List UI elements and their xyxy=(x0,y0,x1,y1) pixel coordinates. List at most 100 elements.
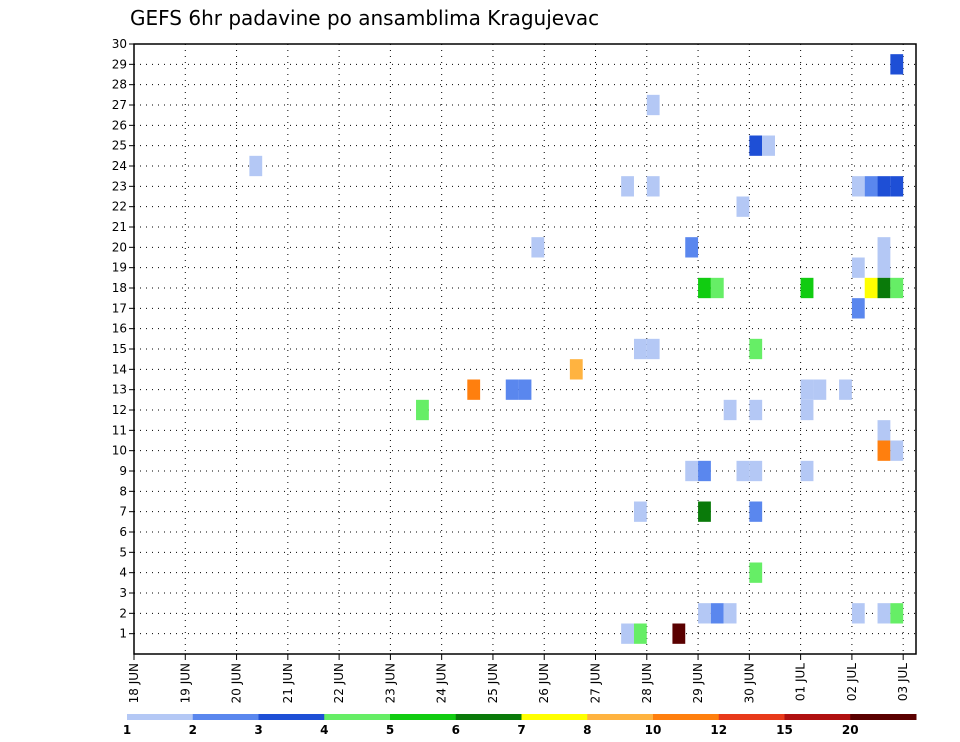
colorbar-swatch xyxy=(653,714,720,720)
colorbar-swatch xyxy=(521,714,588,720)
precip-cell xyxy=(505,379,519,400)
colorbar-swatch xyxy=(718,714,785,720)
y-tick-label: 11 xyxy=(112,423,127,437)
y-tick-label: 14 xyxy=(112,362,127,376)
colorbar-swatch xyxy=(192,714,259,720)
precip-cell xyxy=(749,399,763,421)
precip-cell xyxy=(723,603,737,624)
precip-cell xyxy=(749,460,763,482)
precip-cell xyxy=(416,399,429,421)
precip-cell xyxy=(646,94,660,116)
colorbar-label: 2 xyxy=(189,723,197,737)
precip-cell xyxy=(710,277,724,299)
precip-cell xyxy=(864,176,878,197)
precip-cell xyxy=(762,135,775,156)
precip-cell xyxy=(839,379,852,400)
y-tick-label: 30 xyxy=(112,37,127,51)
precip-cell xyxy=(518,379,532,400)
precip-cell xyxy=(685,460,699,482)
y-tick-label: 26 xyxy=(112,118,127,132)
x-tick-label: 01 JUL xyxy=(794,663,808,701)
y-tick-label: 4 xyxy=(119,566,127,580)
y-tick-label: 5 xyxy=(119,545,127,559)
precip-cell xyxy=(749,562,763,583)
x-tick-label: 26 JUN xyxy=(537,663,551,703)
precip-cell xyxy=(851,176,865,197)
precip-cell xyxy=(467,379,481,400)
precip-cell xyxy=(877,257,891,278)
x-tick-label: 25 JUN xyxy=(486,663,500,703)
precip-cells xyxy=(249,54,904,644)
precip-cell xyxy=(890,603,904,624)
colorbar-label: 20 xyxy=(842,723,859,737)
precip-cell xyxy=(569,359,583,380)
precip-cell xyxy=(646,176,660,197)
precip-cell xyxy=(864,277,878,299)
precip-cell xyxy=(890,277,904,299)
y-tick-label: 20 xyxy=(112,240,127,254)
x-axis: 18 JUN 19 JUN 20 JUN 21 JUN 22 JUN 23 JUN 24 J… xyxy=(127,654,910,703)
precip-cell xyxy=(800,277,814,299)
x-tick-label: 23 JUN xyxy=(383,663,397,703)
colorbar-label: 7 xyxy=(517,723,525,737)
colorbar-label: 15 xyxy=(776,723,793,737)
precip-cell xyxy=(723,399,737,421)
precip-cell xyxy=(800,399,814,421)
colorbar-label: 4 xyxy=(320,723,328,737)
x-tick-label: 28 JUN xyxy=(640,663,654,703)
colorbar-label: 5 xyxy=(386,723,394,737)
precip-cell xyxy=(621,176,634,197)
precip-cell xyxy=(685,237,699,258)
precip-cell xyxy=(698,460,711,482)
precip-cell xyxy=(698,603,711,624)
y-axis: 1234567891011121314151617181920212223242… xyxy=(112,37,134,641)
precip-cell xyxy=(672,623,686,644)
precip-cell xyxy=(633,338,647,360)
y-tick-label: 25 xyxy=(112,139,127,153)
precip-cell xyxy=(877,176,891,197)
precip-cell xyxy=(710,603,724,624)
y-tick-label: 24 xyxy=(112,159,127,173)
precip-cell xyxy=(736,460,750,482)
x-tick-label: 24 JUN xyxy=(435,663,449,703)
y-tick-label: 23 xyxy=(112,179,127,193)
precip-cell xyxy=(646,338,660,360)
x-tick-label: 02 JUL xyxy=(845,663,859,701)
x-tick-label: 03 JUL xyxy=(896,663,910,701)
precip-cell xyxy=(877,420,891,441)
y-tick-label: 28 xyxy=(112,78,127,92)
colorbar-swatch xyxy=(784,714,851,720)
precip-cell xyxy=(633,501,647,522)
y-tick-label: 16 xyxy=(112,322,127,336)
colorbar-label: 1 xyxy=(123,723,131,737)
precip-cell xyxy=(890,440,904,461)
precip-cell xyxy=(531,237,545,258)
precip-cell xyxy=(749,135,763,156)
y-tick-label: 15 xyxy=(112,342,127,356)
x-tick-label: 21 JUN xyxy=(281,663,295,703)
precip-cell xyxy=(851,603,865,624)
precip-cell xyxy=(851,298,865,319)
precip-cell xyxy=(698,277,711,299)
precip-cell xyxy=(890,54,904,75)
colorbar-swatch xyxy=(850,714,917,720)
x-tick-label: 29 JUN xyxy=(691,663,705,703)
y-tick-label: 18 xyxy=(112,281,127,295)
precip-cell xyxy=(877,277,891,299)
x-tick-label: 20 JUN xyxy=(230,663,244,703)
y-tick-label: 6 xyxy=(119,525,127,539)
y-tick-label: 10 xyxy=(112,444,127,458)
y-tick-label: 27 xyxy=(112,98,127,112)
colorbar-label: 12 xyxy=(710,723,727,737)
y-tick-label: 2 xyxy=(119,606,127,620)
y-tick-label: 19 xyxy=(112,261,127,275)
x-tick-label: 30 JUN xyxy=(742,663,756,703)
colorbar-label: 6 xyxy=(452,723,460,737)
precip-cell xyxy=(621,623,634,644)
colorbar-swatch xyxy=(455,714,522,720)
precip-cell xyxy=(800,379,814,400)
y-tick-label: 29 xyxy=(112,57,127,71)
precip-cell xyxy=(890,176,904,197)
y-tick-label: 22 xyxy=(112,200,127,214)
precip-cell xyxy=(249,155,263,177)
